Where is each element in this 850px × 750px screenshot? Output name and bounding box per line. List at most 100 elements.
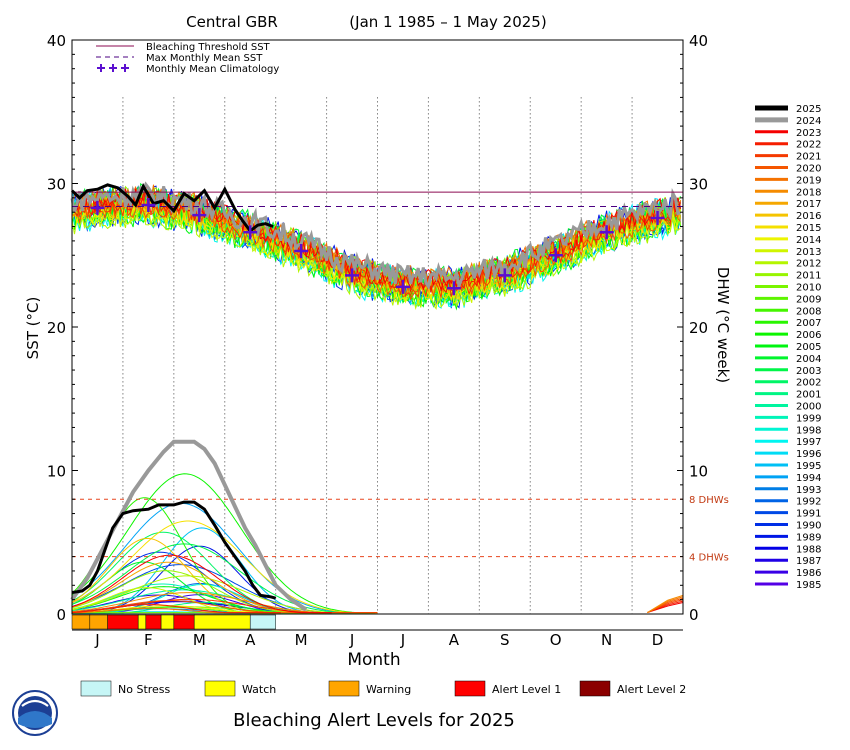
legend-year-label: 2019 [796, 175, 821, 186]
legend-year-label: 2024 [796, 116, 821, 127]
legend-year-label: 2020 [796, 164, 821, 175]
dhw-line-2017 [71, 561, 330, 614]
alert-bar-segment [107, 614, 139, 630]
alert-level-swatch [80, 680, 112, 697]
sst-line-2012 [71, 203, 681, 310]
dhw-line-2020 [71, 600, 332, 614]
dhw-line-2025 [71, 500, 277, 600]
legend-year-label: 1994 [796, 473, 821, 484]
dhw-line-2003 [71, 543, 375, 614]
legend-year-label: 1985 [796, 580, 821, 591]
climatology-marker [395, 279, 410, 294]
climatology-marker [650, 210, 665, 225]
y-tick-label-left: 10 [47, 463, 66, 481]
legend-year-label: 2014 [796, 235, 821, 246]
footer-title: Bleaching Alert Levels for 2025 [233, 710, 515, 731]
climatology-marker [345, 268, 360, 283]
alert-bar-segment [193, 614, 251, 630]
x-axis-label: Month [347, 650, 400, 670]
historical-sst-lines [70, 181, 681, 311]
alert-bar-segment [249, 614, 276, 630]
legend-year-label: 1996 [796, 449, 821, 460]
legend-year-label: 2001 [796, 390, 821, 401]
y-tick-label-right: 0 [689, 606, 699, 624]
month-tick-label: S [500, 631, 510, 649]
climatology-marker [497, 268, 512, 283]
alert-level-swatch [454, 680, 486, 697]
month-tick-label: D [652, 631, 664, 649]
alert-bar-segment [137, 614, 147, 630]
dhw-line-2011 [71, 570, 327, 614]
y-tick-label-left: 40 [47, 32, 66, 50]
legend-year-label: 2002 [796, 378, 821, 389]
legend-year-label: 2010 [796, 283, 821, 294]
climatology-marker [243, 225, 258, 240]
month-tick-label: J [349, 631, 354, 649]
legend-year-label: 1991 [796, 509, 821, 520]
dhw-december-line [647, 594, 684, 613]
y-tick-label-right: 40 [689, 32, 708, 50]
chart-title: Central GBR [186, 13, 278, 31]
legend-top-label: Max Monthly Mean SST [146, 53, 263, 64]
dhw-threshold-label: 4 DHWs [689, 553, 729, 564]
alert-bar [71, 614, 276, 630]
legend-alert-levels: No Stress Watch Warning Alert Level 1 Alert … [80, 680, 686, 697]
dhw-threshold-label: 8 DHWs [689, 495, 729, 506]
alert-level-swatch [204, 680, 236, 697]
month-tick-label: A [449, 631, 460, 649]
legend-year-label: 2009 [796, 294, 821, 305]
legend-years: 2025202420232022202120202019201820172016… [755, 104, 821, 591]
legend-year-label: 1989 [796, 532, 821, 543]
legend-year-label: 1993 [796, 485, 821, 496]
y-tick-label-left: 20 [47, 319, 66, 337]
legend-year-label: 2015 [796, 223, 821, 234]
legend-climatology-marker [109, 64, 117, 72]
sst-line-2024 [70, 181, 681, 292]
sst-line-2005 [71, 204, 681, 311]
climatology-marker [294, 243, 309, 258]
alert-level-label: Alert Level 2 [617, 683, 686, 696]
legend-year-label: 2012 [796, 259, 821, 270]
month-gridlines [122, 97, 633, 614]
y-axis-label-right: DHW (°C week) [714, 267, 732, 383]
legend-climatology-marker [97, 64, 105, 72]
alert-level-label: Watch [242, 683, 276, 696]
climatology-marker [192, 208, 207, 223]
month-tick-label: M [193, 631, 206, 649]
climatology-marker [548, 248, 563, 263]
legend-year-label: 1992 [796, 497, 821, 508]
y-tick-label-right: 30 [689, 176, 708, 194]
dhw-line-2023 [71, 554, 332, 614]
alert-level-swatch [328, 680, 360, 697]
legend-year-label: 2006 [796, 330, 821, 341]
legend-year-label: 1999 [796, 413, 821, 424]
legend-year-label: 2016 [796, 211, 821, 222]
climatology-marker [446, 281, 461, 296]
legend-year-label: 2011 [796, 271, 821, 282]
alert-level-label: Alert Level 1 [492, 683, 561, 696]
reference-lines: 8 DHWs 4 DHWs [72, 191, 729, 564]
legend-year-label: 2000 [796, 402, 821, 413]
legend-year-label: 1990 [796, 521, 821, 532]
legend-year-label: 2008 [796, 306, 821, 317]
alert-bar-segment [89, 614, 108, 630]
legend-year-label: 2018 [796, 187, 821, 198]
dhw-line-2015 [71, 520, 378, 614]
month-tick-label: J [94, 631, 99, 649]
highlight-series [70, 183, 308, 612]
alert-bar-segment [173, 614, 195, 630]
y-axis-label-left: SST (°C) [24, 297, 42, 360]
historical-dhw-lines [71, 473, 684, 614]
legend-top-label: Monthly Mean Climatology [146, 64, 279, 75]
noaa-logo-icon [12, 690, 58, 736]
legend-year-label: 2022 [796, 140, 821, 151]
legend-year-label: 2013 [796, 247, 821, 258]
climatology-marker [599, 225, 614, 240]
climatology-marker [141, 198, 156, 213]
legend-year-label: 2004 [796, 354, 821, 365]
y-tick-label-right: 20 [689, 319, 708, 337]
legend-year-label: 2005 [796, 342, 821, 353]
legend-year-label: 1995 [796, 461, 821, 472]
legend-climatology-marker [121, 64, 129, 72]
alert-level-swatch [579, 680, 611, 697]
